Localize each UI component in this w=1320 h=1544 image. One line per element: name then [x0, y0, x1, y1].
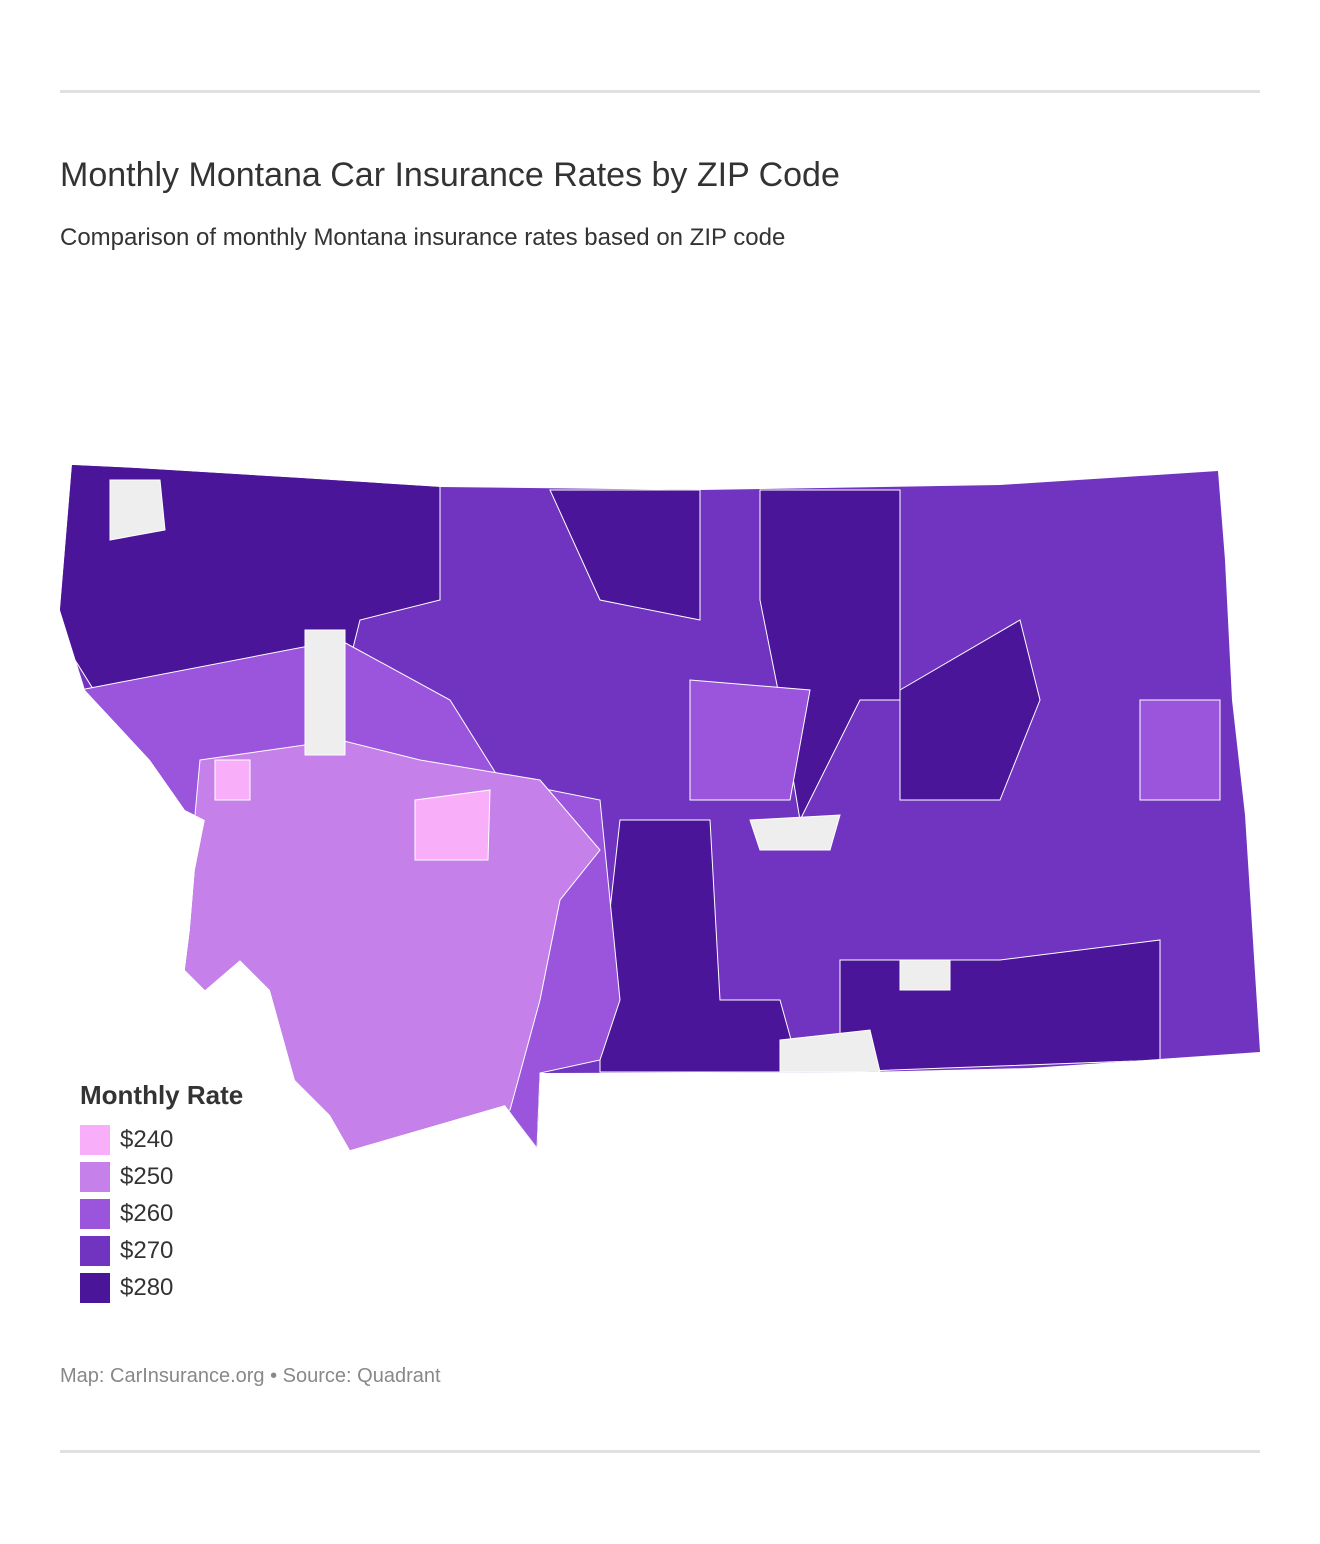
region-no-data-1 — [109, 479, 166, 541]
legend-item: $270 — [80, 1232, 243, 1269]
legend-swatch — [80, 1161, 110, 1192]
legend: Monthly Rate $240 $250 $260 $270 $280 — [80, 1080, 243, 1306]
legend-label: $280 — [120, 1273, 174, 1301]
region-240-west — [214, 759, 251, 801]
region-no-data-5 — [899, 959, 951, 991]
legend-item: $280 — [80, 1269, 243, 1306]
region-280-east — [899, 619, 1041, 801]
bottom-divider — [60, 1450, 1260, 1453]
region-240-center — [414, 789, 491, 861]
footer-credit: Map: CarInsurance.org • Source: Quadrant — [60, 1365, 441, 1387]
legend-label: $260 — [120, 1199, 174, 1227]
top-divider — [60, 90, 1260, 93]
region-no-data-3 — [749, 814, 841, 851]
legend-swatch — [80, 1198, 110, 1229]
legend-swatch — [80, 1235, 110, 1266]
legend-label: $250 — [120, 1162, 174, 1190]
legend-item: $260 — [80, 1195, 243, 1232]
legend-title: Monthly Rate — [80, 1080, 244, 1110]
region-260-east — [1139, 699, 1221, 801]
region-no-data-2 — [304, 629, 346, 756]
region-280-north — [549, 489, 701, 621]
legend-item: $240 — [80, 1121, 243, 1158]
map-title: Monthly Montana Car Insurance Rates by Z… — [60, 156, 840, 194]
legend-item: $250 — [80, 1158, 243, 1195]
legend-label: $270 — [120, 1236, 174, 1264]
legend-label: $240 — [120, 1125, 174, 1153]
region-260-central — [689, 679, 811, 801]
legend-swatch — [80, 1272, 110, 1303]
region-280-south — [839, 939, 1161, 1073]
legend-swatch — [80, 1124, 110, 1155]
map-subtitle: Comparison of monthly Montana insurance … — [60, 224, 786, 251]
